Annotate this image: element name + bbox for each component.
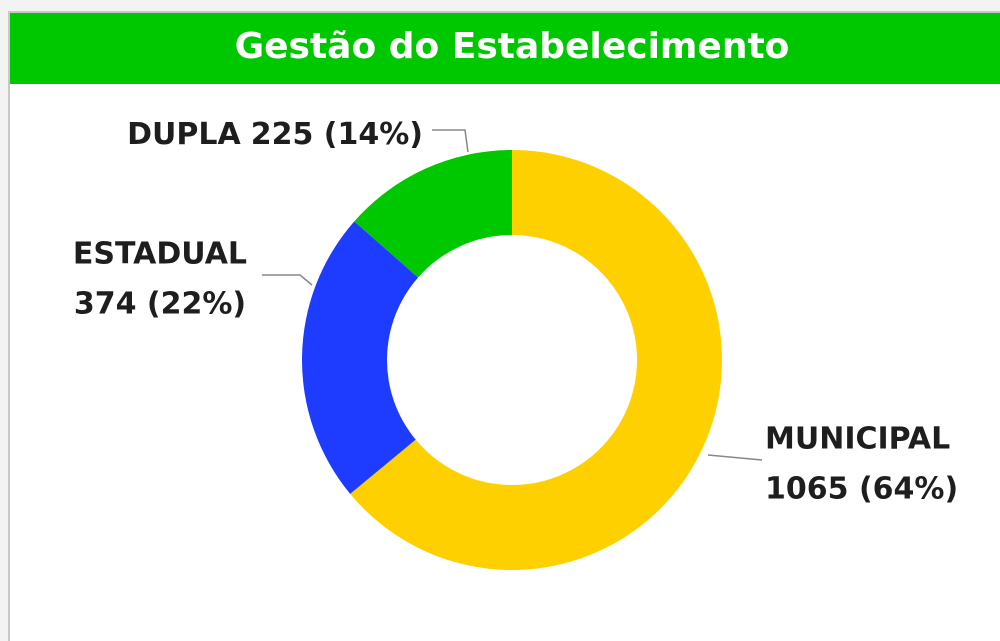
header (10, 13, 1000, 84)
chart-title: Gestão do Estabelecimento (235, 26, 790, 67)
slice-value: 1065 (64%) (765, 472, 958, 507)
donut-slice (354, 150, 512, 278)
slice-label: MUNICIPAL (765, 422, 950, 457)
slice-label: DUPLA 225 (14%) (127, 117, 423, 152)
donut-slice (302, 221, 419, 494)
donut-slice (350, 150, 723, 571)
slice-value: 225 (14%) (251, 117, 423, 152)
slice-value: 374 (22%) (74, 287, 246, 322)
leader-line (262, 274, 313, 286)
leader-line (707, 454, 763, 461)
slice-name: DUPLA (127, 117, 241, 152)
leader-line (432, 129, 469, 153)
slice-label: ESTADUAL (73, 237, 247, 272)
